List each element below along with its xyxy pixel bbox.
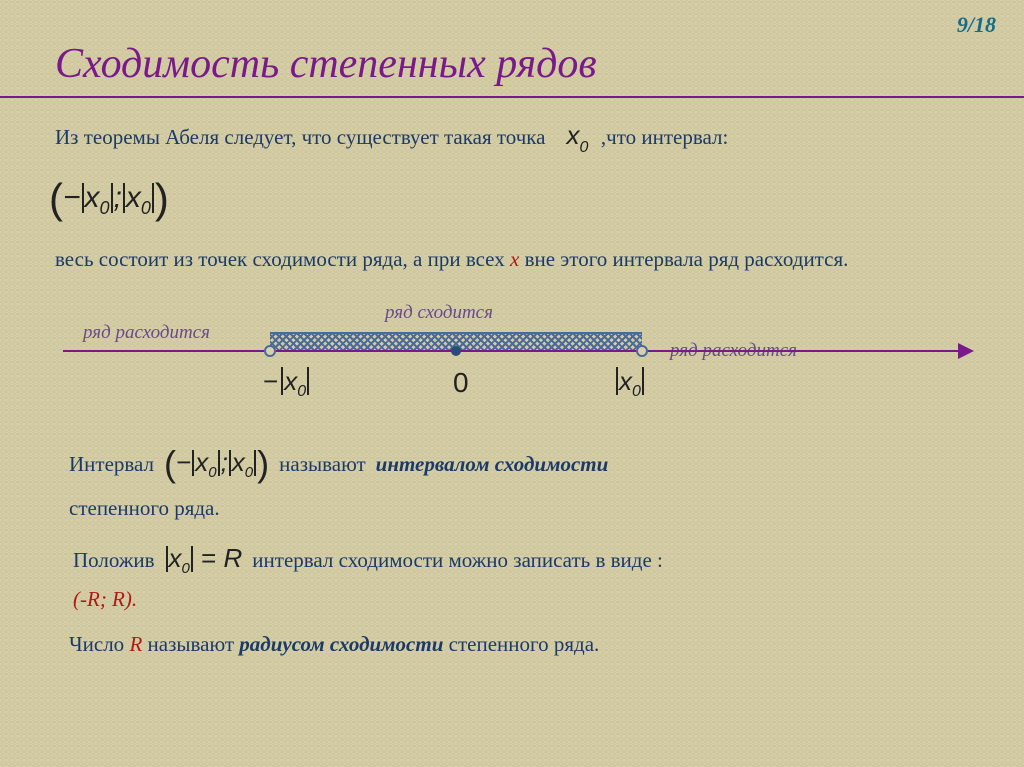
abs-bar [123, 183, 125, 213]
x: x [619, 366, 632, 396]
number-line-diagram: ряд сходится ряд расходится ряд расходит… [55, 294, 984, 414]
open-endpoint-left [264, 345, 276, 357]
minus: − [176, 447, 191, 477]
p5-c: радиусом сходимости [239, 632, 443, 656]
equals: = [201, 543, 216, 573]
R: R [224, 543, 243, 573]
x: x [232, 447, 245, 477]
sub: 0 [141, 198, 151, 218]
p4-b: интервал сходимости можно записать в вид… [252, 546, 663, 574]
p3-c: интервалом сходимости [376, 450, 609, 478]
page-number: 9/18 [957, 12, 996, 38]
axis-arrow-icon [958, 343, 974, 359]
p3-a: Интервал [69, 450, 154, 478]
title-underline [0, 96, 1024, 98]
p1-text-a: Из теоремы Абеля следует, что существует… [55, 125, 546, 149]
paragraph-3: Интервал (−x0;x0) называют интервалом сх… [69, 440, 984, 489]
lparen: ( [49, 175, 63, 222]
slide-title: Сходимость степенных рядов [55, 40, 597, 88]
axis-label-zero: 0 [453, 364, 469, 402]
x-var: x [567, 120, 580, 150]
p3-b: называют [279, 450, 366, 478]
p5-d: степенного ряда. [449, 632, 600, 656]
sub: 0 [297, 383, 306, 400]
p5-b: называют [148, 632, 235, 656]
minus: − [63, 181, 81, 214]
minus: − [263, 366, 278, 396]
x: x [169, 543, 182, 573]
abs-bar [281, 367, 283, 395]
axis-line [63, 350, 964, 352]
sep: ; [221, 447, 228, 477]
open-endpoint-right [636, 345, 648, 357]
axis-label-pos: x0 [615, 364, 645, 403]
p3-d: степенного ряда. [69, 494, 984, 522]
sub: 0 [208, 464, 216, 481]
eq-x0-R: x0 = R [165, 541, 243, 579]
p1-text-b: ,что интервал: [601, 125, 728, 149]
x: x [195, 447, 208, 477]
abs-bar [111, 183, 113, 213]
abs-bar [82, 183, 84, 213]
label-converge: ряд сходится [385, 300, 493, 326]
sub: 0 [100, 198, 110, 218]
interval-expression-2: (−x0;x0) [164, 440, 269, 489]
abs-bar [307, 367, 309, 395]
content-area: Из теоремы Абеля следует, что существует… [55, 118, 984, 664]
paragraph-1: Из теоремы Абеля следует, что существует… [55, 118, 984, 157]
origin-dot [451, 346, 461, 356]
paragraph-4: Положив x0 = R интервал сходимости можно… [73, 541, 984, 579]
x: x [85, 181, 100, 214]
p2-a: весь состоит из точек сходимости ряда, а… [55, 247, 505, 271]
p2-b: вне этого интервала ряд расходится. [525, 247, 849, 271]
p5-a: Число [69, 632, 124, 656]
x: x [126, 181, 141, 214]
p4-c: (-R; R). [73, 585, 984, 613]
abs-bar [152, 183, 154, 213]
interval-expression: (−x0;x0) [49, 171, 984, 228]
p1-x0: x0 [567, 120, 596, 150]
sub: 0 [182, 560, 190, 577]
sub: 0 [632, 383, 641, 400]
paragraph-5: Число R называют радиусом сходимости сте… [69, 630, 984, 658]
x: x [284, 366, 297, 396]
abs-bar [642, 367, 644, 395]
axis-label-neg: −x0 [263, 364, 310, 403]
sub: 0 [245, 464, 253, 481]
p4-a: Положив [73, 546, 155, 574]
label-diverge-left: ряд расходится [83, 320, 210, 346]
x-sub: 0 [580, 139, 589, 156]
paragraph-2: весь состоит из точек сходимости ряда, а… [55, 245, 984, 273]
rparen: ) [155, 175, 169, 222]
p5-r: R [129, 632, 142, 656]
abs-bar [616, 367, 618, 395]
sep: ; [114, 181, 122, 214]
p2-x: х [510, 247, 519, 271]
